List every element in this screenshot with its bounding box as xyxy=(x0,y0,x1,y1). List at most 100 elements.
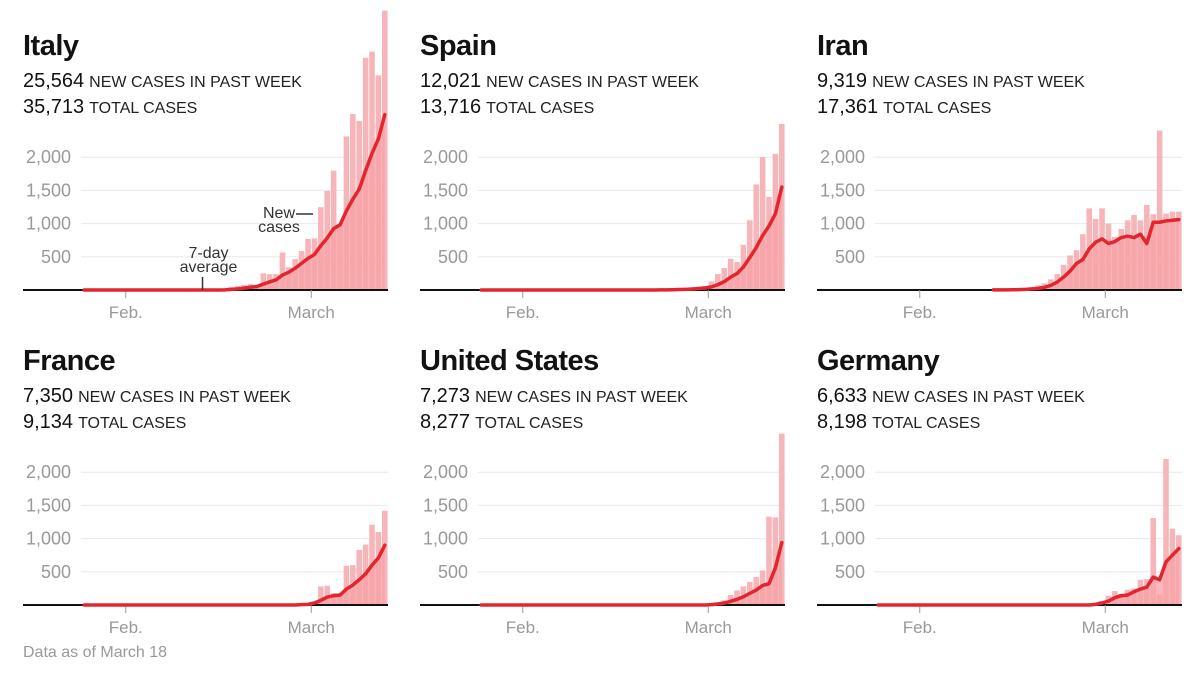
new-cases-week: 9,319 NEW CASES IN PAST WEEK xyxy=(817,70,1085,93)
avg-area xyxy=(478,542,782,605)
total-cases: 8,277 TOTAL CASES xyxy=(420,411,583,434)
y-tick-label: 1,500 xyxy=(820,180,865,200)
country-title: Germany xyxy=(817,345,940,377)
avg-annotation-line2: average xyxy=(180,259,238,276)
total-cases-value: 8,277 xyxy=(420,411,471,433)
new-cases-week: 12,021 NEW CASES IN PAST WEEK xyxy=(420,70,699,93)
y-tick-label: 2,000 xyxy=(26,147,71,167)
bar xyxy=(260,273,267,290)
y-tick-label: 1,500 xyxy=(423,495,468,515)
bar xyxy=(779,433,785,605)
country-title: Italy xyxy=(23,30,79,62)
new-annotation-line2: cases xyxy=(258,219,300,236)
y-tick-label: 500 xyxy=(438,247,468,267)
chart-panel-united-states: United States 7,273 NEW CASES IN PAST WEE… xyxy=(420,315,800,637)
bar xyxy=(318,586,324,605)
y-tick-label: 1,500 xyxy=(423,180,468,200)
total-cases-label: TOTAL CASES xyxy=(78,415,187,432)
x-tick-label: Feb. xyxy=(903,303,937,322)
chart-panel-iran: Iran 9,319 NEW CASES IN PAST WEEK 17,361 T… xyxy=(817,0,1197,322)
total-cases-label: TOTAL CASES xyxy=(883,100,992,117)
y-tick-label: 1,500 xyxy=(26,180,71,200)
y-tick-label: 1,000 xyxy=(26,529,71,549)
total-cases-value: 35,713 xyxy=(23,96,85,118)
new-cases-week-label: NEW CASES IN PAST WEEK xyxy=(872,74,1085,91)
new-cases-week-value: 6,633 xyxy=(817,385,868,407)
total-cases-value: 8,198 xyxy=(817,411,868,433)
country-title: United States xyxy=(420,345,599,377)
total-cases-value: 17,361 xyxy=(817,96,879,118)
new-annotation-line1: New xyxy=(263,205,295,222)
avg-line xyxy=(82,543,387,607)
y-tick-label: 500 xyxy=(41,562,71,582)
avg-area xyxy=(81,114,385,290)
chart-svg: 500 1,000 1,500 2,000 Feb. March xyxy=(817,130,1182,322)
x-tick-label: March xyxy=(1082,618,1129,637)
chart-panel-germany: Germany 6,633 NEW CASES IN PAST WEEK 8,19… xyxy=(817,315,1197,637)
bar xyxy=(715,274,721,290)
new-cases-week-label: NEW CASES IN PAST WEEK xyxy=(872,389,1085,406)
new-cases-week: 7,273 NEW CASES IN PAST WEEK xyxy=(420,385,688,408)
avg-line xyxy=(479,185,784,292)
x-tick-label: Feb. xyxy=(109,303,143,322)
chart-svg: 500 1,000 1,500 2,000 Feb. March xyxy=(23,462,388,637)
new-cases-week: 25,564 NEW CASES IN PAST WEEK xyxy=(23,70,302,93)
country-title: France xyxy=(23,345,116,377)
total-cases: 13,716 TOTAL CASES xyxy=(420,96,594,119)
chart-svg: 500 1,000 1,500 2,000 Feb. March xyxy=(420,433,785,637)
bar xyxy=(1150,518,1157,605)
total-cases-label: TOTAL CASES xyxy=(475,415,584,432)
y-tick-label: 500 xyxy=(41,247,71,267)
bar xyxy=(721,268,728,290)
new-cases-week-value: 7,273 xyxy=(420,385,471,407)
bar xyxy=(1156,130,1163,290)
chart-panel-france: France 7,350 NEW CASES IN PAST WEEK 9,134… xyxy=(23,315,403,637)
x-tick-label: March xyxy=(685,303,732,322)
new-cases-week-value: 12,021 xyxy=(420,70,482,92)
avg-line xyxy=(82,112,387,292)
chart-svg: 500 1,000 1,500 2,000 Feb. March xyxy=(420,124,785,322)
total-cases: 17,361 TOTAL CASES xyxy=(817,96,991,119)
x-tick-label: Feb. xyxy=(903,618,937,637)
y-tick-label: 500 xyxy=(438,562,468,582)
y-tick-label: 1,000 xyxy=(26,214,71,234)
chart-panel-italy: Italy 25,564 NEW CASES IN PAST WEEK 35,71… xyxy=(23,0,403,322)
chart-svg: 500 1,000 1,500 2,000 Feb. March xyxy=(817,458,1182,637)
y-tick-label: 1,500 xyxy=(26,495,71,515)
y-tick-label: 1,000 xyxy=(423,214,468,234)
x-tick-label: March xyxy=(288,618,335,637)
bar xyxy=(727,258,734,290)
total-cases-value: 9,134 xyxy=(23,411,74,433)
bar xyxy=(1163,458,1169,605)
total-cases: 35,713 TOTAL CASES xyxy=(23,96,197,119)
new-cases-week-label: NEW CASES IN PAST WEEK xyxy=(89,74,302,91)
total-cases: 8,198 TOTAL CASES xyxy=(817,411,980,434)
x-tick-label: Feb. xyxy=(506,303,540,322)
avg-line xyxy=(479,540,784,607)
y-tick-label: 1,000 xyxy=(423,529,468,549)
avg-line xyxy=(876,546,1181,607)
avg-area xyxy=(875,548,1179,605)
y-tick-label: 2,000 xyxy=(423,147,468,167)
avg-annotation-line1: 7-day xyxy=(189,245,229,262)
footnote: Data as of March 18 xyxy=(23,644,168,661)
total-cases-label: TOTAL CASES xyxy=(872,415,981,432)
x-tick-label: March xyxy=(685,618,732,637)
y-tick-label: 2,000 xyxy=(820,462,865,482)
new-cases-week-label: NEW CASES IN PAST WEEK xyxy=(486,74,699,91)
new-cases-week-value: 7,350 xyxy=(23,385,74,407)
x-tick-label: Feb. xyxy=(506,618,540,637)
new-cases-week-label: NEW CASES IN PAST WEEK xyxy=(475,389,688,406)
y-tick-label: 2,000 xyxy=(820,147,865,167)
new-cases-week-label: NEW CASES IN PAST WEEK xyxy=(78,389,291,406)
chart-panel-spain: Spain 12,021 NEW CASES IN PAST WEEK 13,71… xyxy=(420,0,800,322)
x-tick-label: Feb. xyxy=(109,618,143,637)
x-tick-label: March xyxy=(1082,303,1129,322)
new-cases-week-value: 25,564 xyxy=(23,70,85,92)
total-cases-value: 13,716 xyxy=(420,96,482,118)
y-tick-label: 1,500 xyxy=(820,495,865,515)
y-tick-label: 2,000 xyxy=(423,462,468,482)
new-cases-week-value: 9,319 xyxy=(817,70,868,92)
y-tick-label: 500 xyxy=(835,562,865,582)
